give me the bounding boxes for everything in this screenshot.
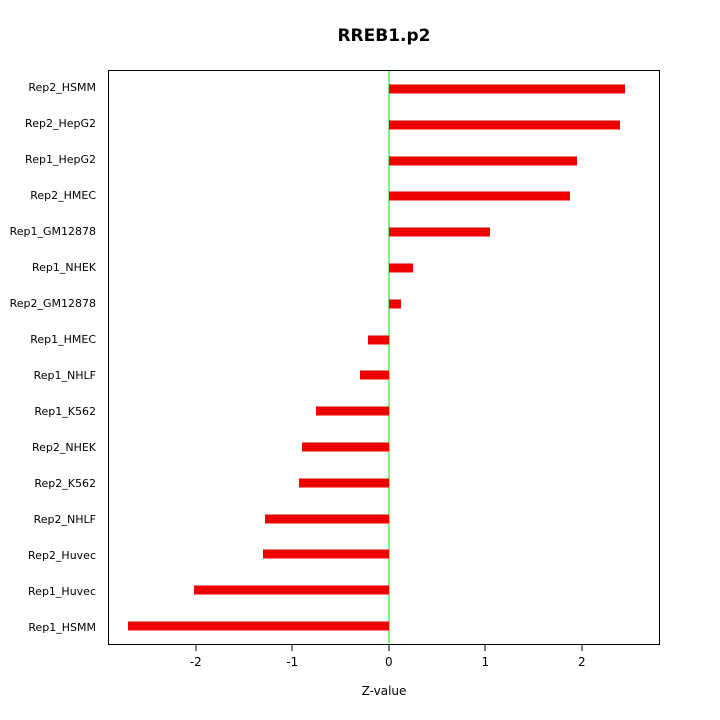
y-axis-label: Rep1_HepG2 <box>25 153 96 167</box>
y-axis-label: Rep1_K562 <box>34 404 96 418</box>
x-axis-title: Z-value <box>361 684 407 698</box>
bar-row <box>109 107 659 143</box>
y-axis-label: Rep2_HepG2 <box>25 117 96 131</box>
x-tick-label: 1 <box>481 655 490 669</box>
y-axis-label: Rep2_NHEK <box>31 440 96 454</box>
y-axis-label: Rep2_HMEC <box>30 189 96 203</box>
bar-row <box>109 178 659 214</box>
bar-row <box>109 358 659 394</box>
x-tick <box>581 644 583 651</box>
x-tick <box>195 644 197 651</box>
y-axis-label: Rep1_NHLF <box>33 368 96 382</box>
bar <box>388 299 402 309</box>
x-tick <box>388 644 390 651</box>
y-axis-label: Rep2_GM12878 <box>9 297 96 311</box>
x-tick <box>484 644 486 651</box>
bar <box>388 191 571 201</box>
zero-line <box>388 71 390 644</box>
bar-row <box>109 286 659 322</box>
bar <box>301 442 389 452</box>
bars-container <box>109 71 659 644</box>
y-axis-label: Rep2_K562 <box>34 476 96 490</box>
x-tick-label: -1 <box>286 655 299 669</box>
bar <box>359 370 389 380</box>
y-axis-label: Rep1_NHEK <box>31 261 96 275</box>
bar-row <box>109 143 659 179</box>
x-tick <box>291 644 293 651</box>
y-axis-label: Rep1_HSMM <box>28 620 96 634</box>
bar-row <box>109 465 659 501</box>
x-axis-ticks: -2 -1 0 1 2 <box>109 644 659 678</box>
bar-row <box>109 322 659 358</box>
bar-row <box>109 537 659 573</box>
bar-row <box>109 71 659 107</box>
bar <box>193 585 389 595</box>
bar-row <box>109 214 659 250</box>
y-axis-label: Rep2_Huvec <box>28 548 96 562</box>
y-axis-label: Rep2_HSMM <box>28 81 96 95</box>
bar <box>388 84 626 94</box>
x-tick-label: -2 <box>189 655 202 669</box>
y-axis-label: Rep1_GM12878 <box>9 225 96 239</box>
bar-row <box>109 429 659 465</box>
bar <box>265 514 389 524</box>
y-axis-label: Rep1_HMEC <box>30 333 96 347</box>
x-tick-label: 0 <box>384 655 393 669</box>
bar-row <box>109 572 659 608</box>
bar <box>299 478 389 488</box>
chart-title: RREB1.p2 <box>337 26 431 46</box>
bar <box>367 335 389 345</box>
y-axis-label: Rep1_Huvec <box>28 584 96 598</box>
bar <box>388 156 577 166</box>
bar-row <box>109 393 659 429</box>
y-axis-label: Rep2_NHLF <box>33 512 96 526</box>
bar <box>388 120 621 130</box>
bar <box>128 621 389 631</box>
bar-row <box>109 501 659 537</box>
bar <box>388 227 491 237</box>
bar <box>263 549 389 559</box>
bar <box>316 406 389 416</box>
bar-row <box>109 608 659 644</box>
y-axis-labels: Rep2_HSMM Rep2_HepG2 Rep1_HepG2 Rep2_HMEC Re… <box>0 70 103 645</box>
bar <box>388 263 413 273</box>
x-tick-label: 2 <box>577 655 586 669</box>
bar-row <box>109 250 659 286</box>
plot-area: -2 -1 0 1 2 <box>108 70 660 669</box>
